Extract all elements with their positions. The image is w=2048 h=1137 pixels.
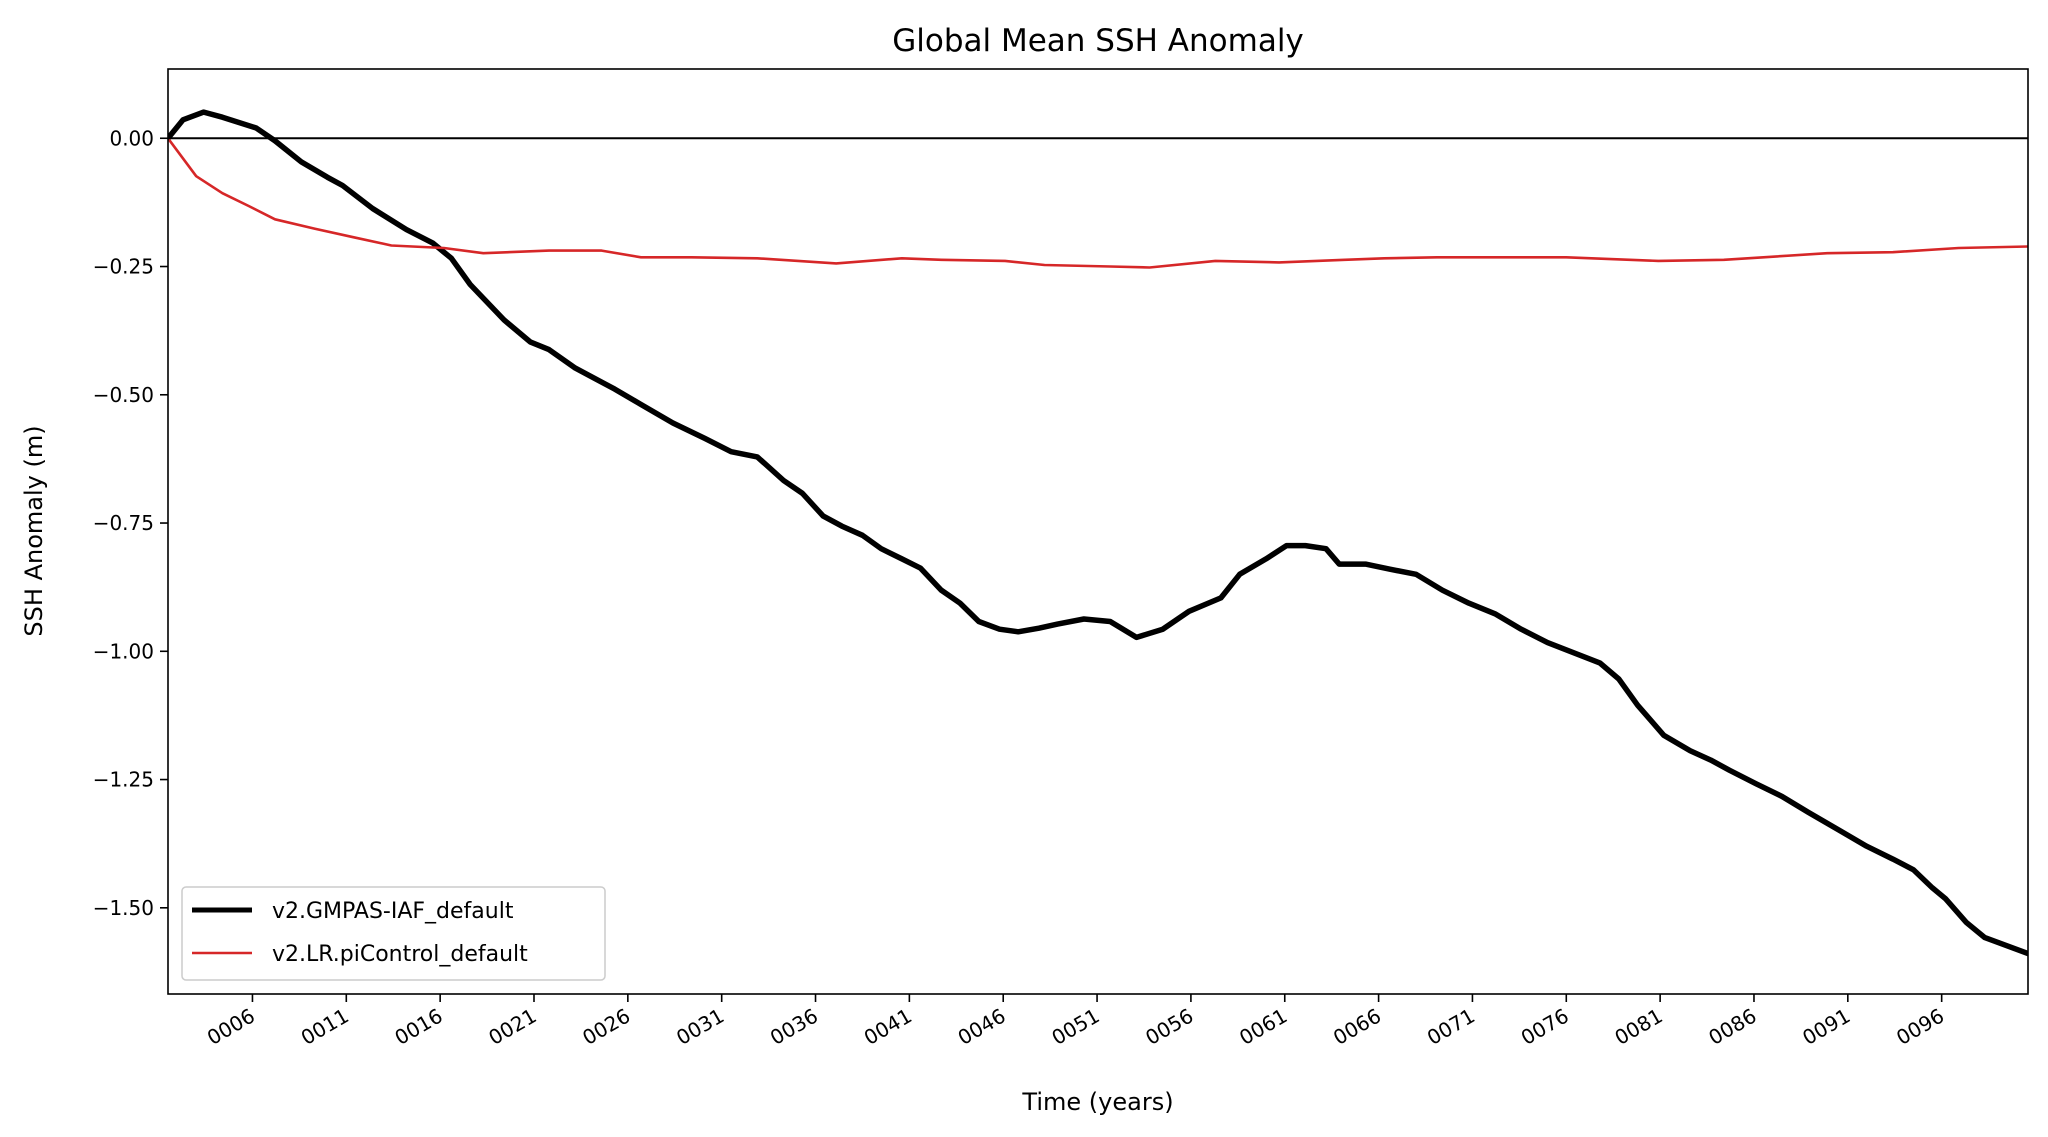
legend-label-gmpas: v2.GMPAS-IAF_default (272, 899, 514, 924)
y-tick-label: 0.00 (109, 126, 154, 150)
x-tick-label: 0046 (954, 1004, 1010, 1050)
x-tick-label: 0051 (1047, 1004, 1103, 1050)
y-axis-ticks: 0.00 −0.25 −0.50 −0.75 −1.00 −1.25 −1.50 (93, 126, 168, 920)
x-tick-label: 0061 (1235, 1004, 1291, 1050)
x-tick-label: 0041 (860, 1004, 916, 1050)
legend-label-picontrol: v2.LR.piControl_default (272, 942, 528, 967)
x-tick-label: 0091 (1798, 1004, 1854, 1050)
x-tick-label: 0026 (578, 1004, 634, 1050)
x-tick-label: 0076 (1517, 1004, 1573, 1050)
y-tick-label: −1.50 (93, 896, 154, 920)
series-line-gmpas-iaf (168, 109, 2028, 957)
x-tick-label: 0086 (1704, 1004, 1760, 1050)
series-layer (168, 109, 2028, 957)
x-tick-label: 0056 (1141, 1004, 1197, 1050)
y-tick-label: −0.75 (93, 511, 154, 535)
plot-frame (167, 68, 2029, 995)
x-tick-label: 0036 (766, 1004, 822, 1050)
x-tick-label: 0021 (484, 1004, 540, 1050)
y-tick-label: −0.50 (93, 383, 154, 407)
x-tick-label: 0006 (203, 1004, 259, 1050)
legend-box (181, 886, 606, 981)
legend: v2.GMPAS-IAF_default v2.LR.piControl_def… (181, 886, 606, 981)
y-tick-label: −1.25 (93, 768, 154, 792)
y-tick-label: −0.25 (93, 255, 154, 279)
x-tick-label: 0016 (391, 1004, 447, 1050)
x-axis-ticks: 0006 0011 0016 0021 0026 0031 0036 0041 0046 0051… (203, 994, 1948, 1050)
x-tick-label: 0071 (1423, 1004, 1479, 1050)
x-tick-label: 0031 (672, 1004, 728, 1050)
chart-title: Global Mean SSH Anomaly (892, 23, 1304, 59)
x-tick-label: 0011 (297, 1004, 353, 1050)
series-line-picontrol (168, 137, 2028, 269)
y-tick-label: −1.00 (93, 639, 154, 663)
y-axis-label: SSH Anomaly (m) (20, 425, 48, 636)
x-tick-label: 0096 (1892, 1004, 1948, 1050)
x-tick-label: 0066 (1329, 1004, 1385, 1050)
x-tick-label: 0081 (1611, 1004, 1667, 1050)
x-axis-label: Time (years) (1021, 1088, 1173, 1116)
